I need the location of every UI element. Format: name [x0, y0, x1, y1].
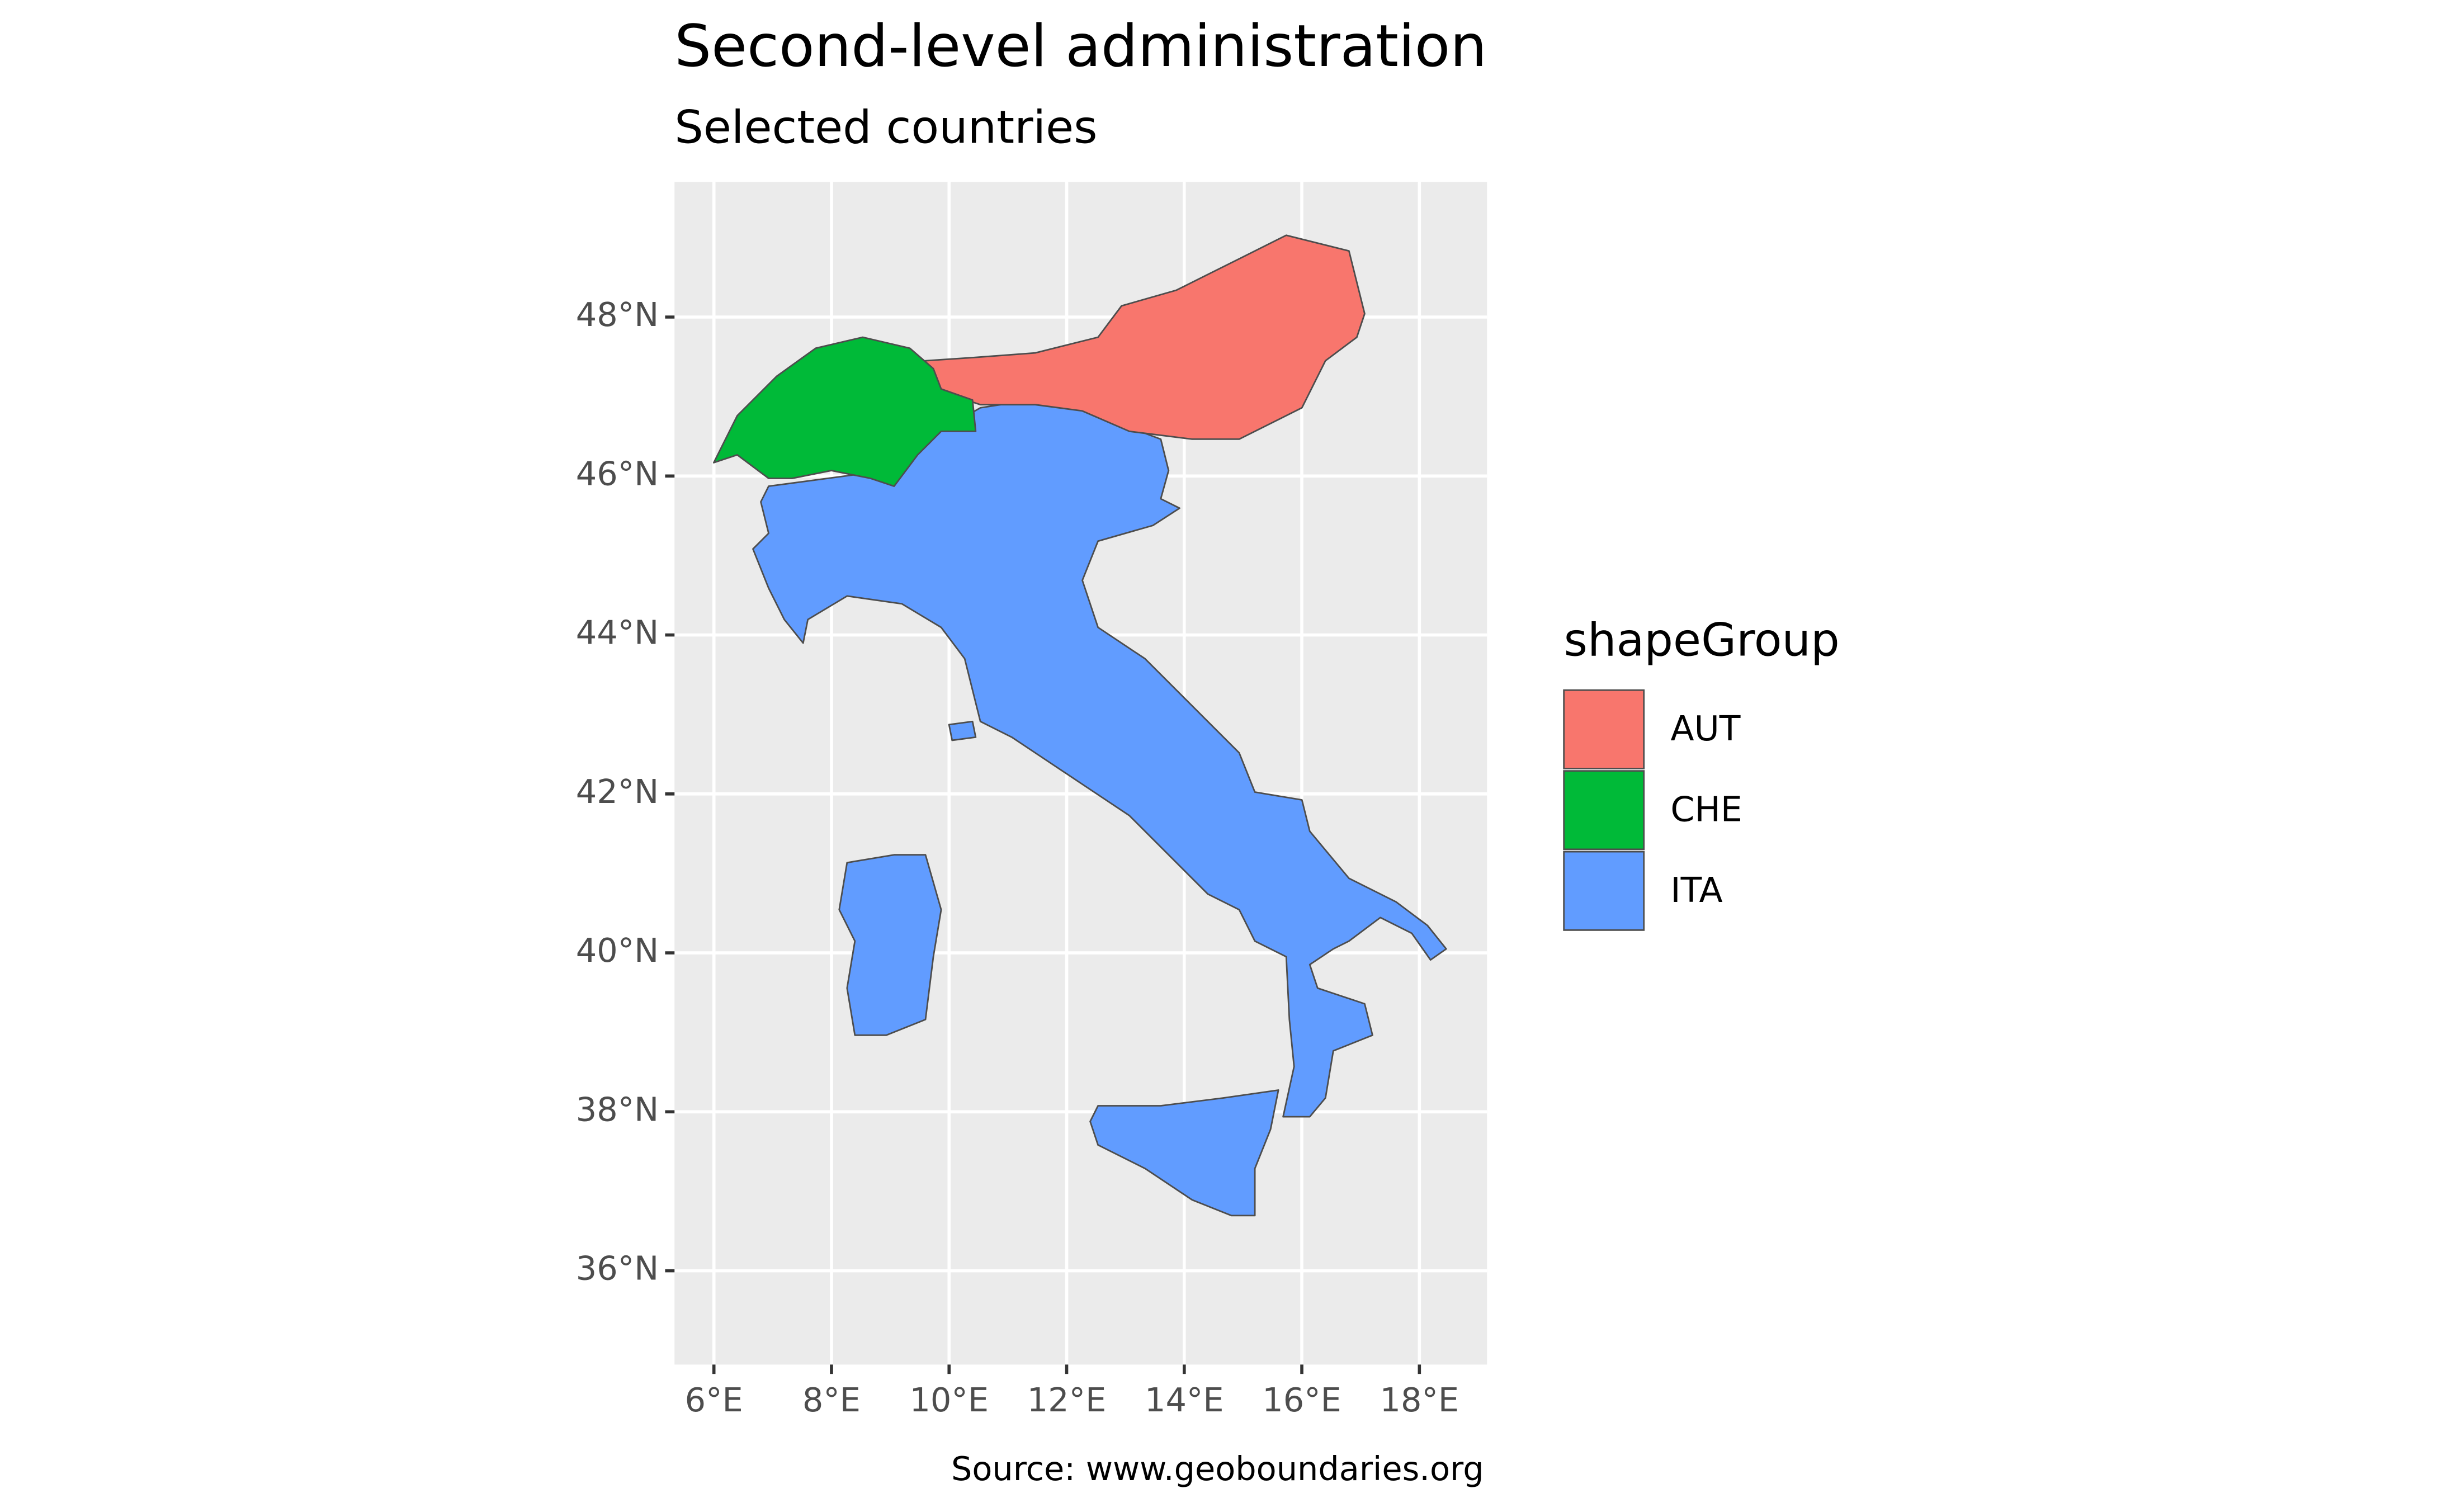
x-tick-label: 10°E	[909, 1381, 989, 1419]
caption: Source: www.geoboundaries.org	[951, 1449, 1484, 1488]
legend-label: AUT	[1670, 708, 1740, 749]
y-tick-label: 42°N	[576, 772, 659, 811]
region-ita	[1089, 1089, 1279, 1217]
region-ita	[838, 854, 942, 1036]
legend: AUT CHE ITA	[1563, 689, 1742, 931]
x-tick-label: 6°E	[685, 1381, 743, 1419]
chart-subtitle: Selected countries	[674, 101, 1097, 154]
y-tick-label: 36°N	[576, 1249, 659, 1288]
region-aut	[924, 234, 1366, 440]
legend-key	[1563, 770, 1645, 850]
x-tick-label: 12°E	[1027, 1381, 1107, 1419]
region-ita	[752, 391, 1447, 1118]
legend-key	[1563, 689, 1645, 769]
region-che	[712, 336, 977, 487]
region-ita	[948, 720, 977, 741]
y-tick-label: 40°N	[576, 931, 659, 970]
regions	[712, 234, 1447, 1217]
y-tick-label: 44°N	[576, 613, 659, 652]
y-tick-label: 48°N	[576, 295, 659, 334]
legend-title: shapeGroup	[1564, 613, 1840, 667]
chart-title: Second-level administration	[674, 13, 1487, 80]
axes: 6°E 8°E 10°E 12°E 14°E 16°E 18°E 36°N 38°N 40°N 42…	[576, 295, 1459, 1419]
x-tick-label: 8°E	[802, 1381, 861, 1419]
y-tick-label: 38°N	[576, 1090, 659, 1128]
y-tick-label: 46°N	[576, 454, 659, 493]
x-tick-label: 18°E	[1380, 1381, 1459, 1419]
legend-key	[1563, 850, 1645, 931]
x-tick-label: 16°E	[1262, 1381, 1341, 1419]
legend-label: CHE	[1670, 790, 1742, 830]
x-tick-label: 14°E	[1145, 1381, 1224, 1419]
legend-label: ITA	[1670, 870, 1722, 910]
